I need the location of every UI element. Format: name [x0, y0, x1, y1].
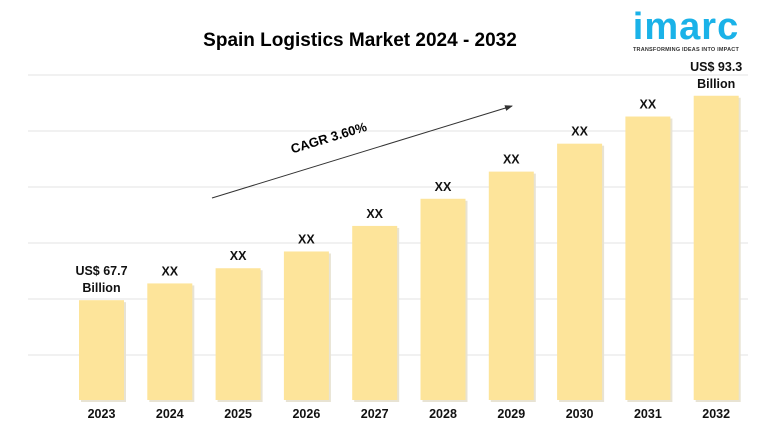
- logo-word: imarc: [632, 6, 740, 48]
- bar-2023: [79, 300, 124, 400]
- bar-2027: [352, 225, 398, 400]
- bar-2029: [488, 171, 534, 400]
- x-tick-label: 2031: [634, 407, 662, 421]
- data-label: US$ 93.3: [690, 60, 742, 74]
- x-tick-label: 2024: [156, 407, 184, 421]
- data-label: XX: [435, 180, 452, 194]
- data-label: US$ 67.7: [75, 264, 127, 278]
- x-tick-label: 2026: [292, 407, 320, 421]
- cagr-label: CAGR 3.60%: [289, 119, 369, 156]
- bar-2032: [693, 95, 739, 401]
- data-label: Billion: [697, 77, 735, 91]
- imarc-logo: imarc TRANSFORMING IDEAS INTO IMPACT: [610, 8, 762, 53]
- data-label: XX: [161, 264, 178, 278]
- x-tick-label: 2029: [497, 407, 525, 421]
- x-tick-label: 2030: [566, 407, 594, 421]
- x-tick-label: 2025: [224, 407, 252, 421]
- bar-2028: [420, 198, 466, 400]
- data-label: XX: [230, 249, 247, 263]
- bar-2026: [283, 251, 329, 400]
- bar-2030: [557, 143, 603, 400]
- data-label: XX: [640, 98, 657, 112]
- x-tick-label: 2032: [702, 407, 730, 421]
- data-label: XX: [503, 153, 520, 167]
- bar-2025: [215, 268, 261, 400]
- cagr-arrow: [211, 105, 513, 199]
- data-label: XX: [571, 125, 588, 139]
- logo-tagline: TRANSFORMING IDEAS INTO IMPACT: [632, 47, 740, 53]
- chart-title: Spain Logistics Market 2024 - 2032: [203, 30, 517, 51]
- bar-2024: [147, 283, 193, 400]
- x-tick-label: 2028: [429, 407, 457, 421]
- bar-2031: [625, 116, 671, 400]
- data-label: XX: [366, 207, 383, 221]
- data-label: Billion: [82, 281, 120, 295]
- x-tick-label: 2023: [88, 407, 116, 421]
- data-label: XX: [298, 232, 315, 246]
- x-tick-label: 2027: [361, 407, 389, 421]
